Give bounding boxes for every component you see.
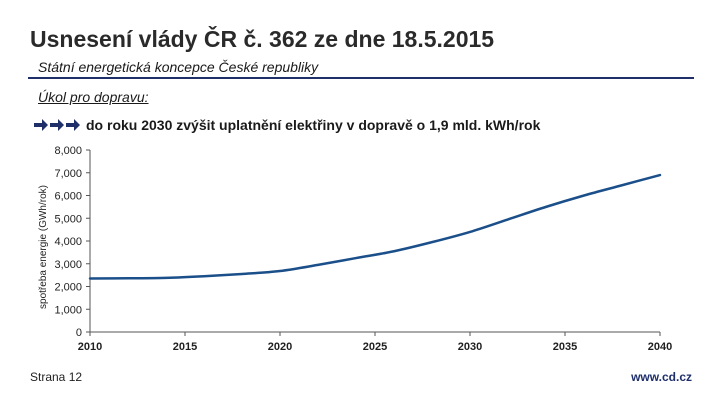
x-tick-label: 2025 (363, 341, 387, 353)
page-title: Usnesení vlády ČR č. 362 ze dne 18.5.201… (30, 26, 495, 52)
x-tick-label: 2030 (458, 341, 482, 353)
x-tick-label: 2015 (173, 341, 197, 353)
title-divider (28, 77, 694, 79)
y-tick-label: 7,000 (54, 168, 82, 180)
y-tick-label: 2,000 (54, 282, 82, 294)
website-link[interactable]: www.cd.cz (631, 370, 692, 384)
y-tick-label: 8,000 (54, 145, 82, 157)
y-tick-label: 4,000 (54, 236, 82, 248)
subtitle: Státní energetická koncepce České republ… (38, 59, 319, 75)
task-heading: Úkol pro dopravu: (38, 89, 149, 105)
x-tick-label: 2010 (78, 341, 102, 353)
task-bullet: do roku 2030 zvýšit uplatnění elektřiny … (34, 116, 540, 134)
y-tick-label: 6,000 (54, 191, 82, 203)
triple-right-arrow-icon (34, 118, 80, 132)
y-tick-label: 0 (76, 327, 82, 339)
x-tick-label: 2040 (648, 341, 672, 353)
y-tick-label: 1,000 (54, 304, 82, 316)
y-axis-label: spotřeba energie (GWh/rok) (38, 185, 49, 309)
x-tick-label: 2035 (553, 341, 577, 353)
series-line (88, 173, 662, 280)
page-number: Strana 12 (30, 370, 83, 384)
x-tick-label: 2020 (268, 341, 292, 353)
y-tick-label: 5,000 (54, 213, 82, 225)
y-tick-label: 3,000 (54, 259, 82, 271)
task-text: do roku 2030 zvýšit uplatnění elektřiny … (86, 117, 541, 133)
